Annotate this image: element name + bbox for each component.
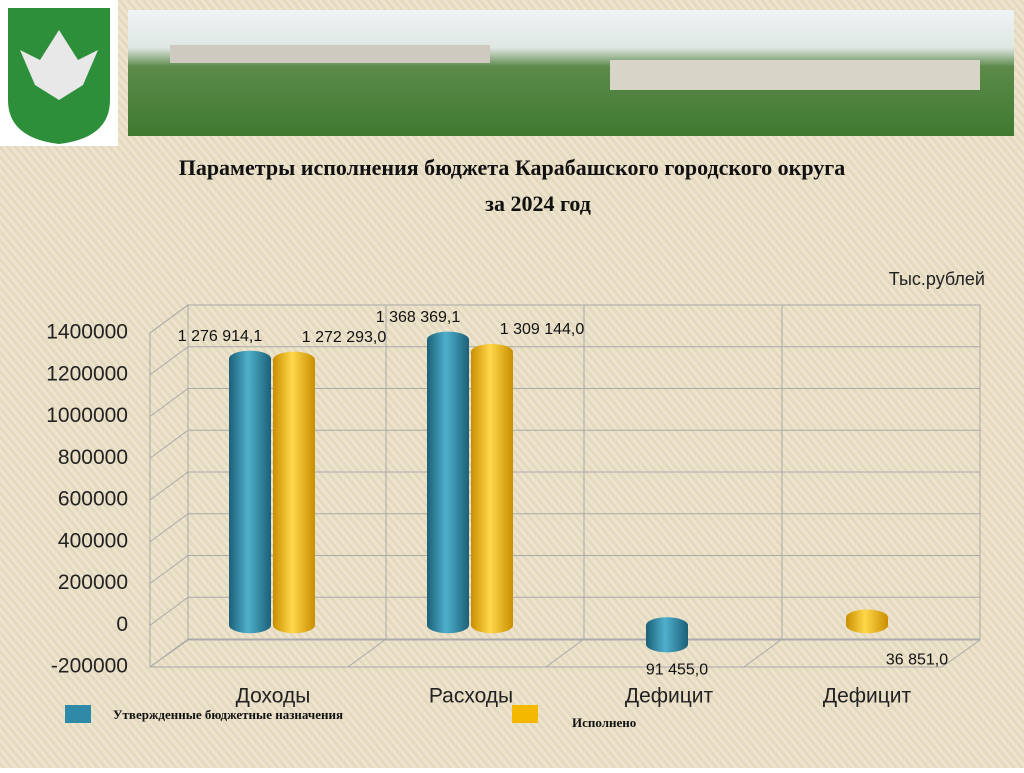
y-tick-label: 600000 [58,488,128,511]
grid-line [149,513,189,543]
y-tick-label: 800000 [58,446,128,469]
data-label: 1 272 293,0 [302,329,387,346]
grid-line [149,638,189,668]
grid-line [149,429,189,459]
bar [646,617,688,653]
data-label: 36 851,0 [886,651,948,668]
legend-label: Исполнено [572,715,636,730]
y-tick-label: 0 [116,613,128,636]
category-divider [545,638,585,668]
legend-marker [512,705,538,723]
grid-line [149,388,189,417]
chart-title: Параметры исполнения бюджета Карабашског… [179,155,846,180]
x-tick-label: Расходы [429,685,513,708]
category-divider [743,638,783,668]
bar [471,343,513,634]
y-tick-label: 400000 [58,529,128,552]
y-tick-label: 1000000 [46,404,128,427]
category-divider [347,638,387,668]
data-label: 1 309 144,0 [500,321,585,338]
bar [273,351,315,634]
data-label: 1 368 369,1 [376,309,461,326]
y-tick-label: 1400000 [46,321,128,344]
x-tick-label: Дефицит [625,685,714,708]
legend-marker [65,705,91,723]
y-tick-label: 1200000 [46,362,128,385]
data-label: 91 455,0 [646,661,708,678]
bar [846,609,888,634]
photo-building [170,45,490,63]
grid-line [149,304,189,334]
bar [229,350,271,634]
grid-line [149,555,189,584]
x-tick-label: Доходы [236,685,311,708]
emblem-eagle [20,30,98,100]
data-label: 1 276 914,1 [178,328,263,345]
grid-line [149,346,189,376]
photo-building [610,60,980,90]
x-tick-label: Дефицит [823,685,912,708]
grid-line [149,471,189,501]
floor-edge [150,639,981,668]
y-tick-label: -200000 [51,655,128,678]
chart-subtitle: за 2024 год [485,191,591,216]
unit-label: Тыс.рублей [889,269,985,289]
grid-line [149,596,189,626]
y-tick-label: 200000 [58,571,128,594]
bar [427,331,469,634]
legend-label: Утвержденные бюджетные назначения [113,707,343,722]
